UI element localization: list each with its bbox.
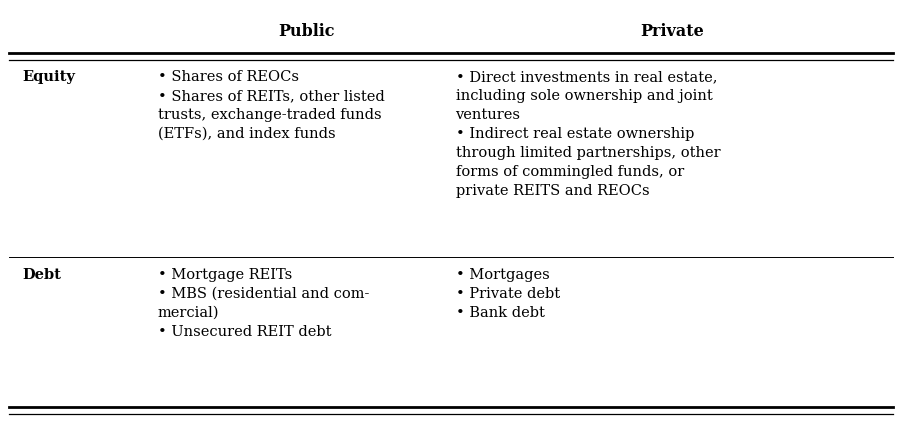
Text: Debt: Debt [23, 268, 61, 282]
Text: Equity: Equity [23, 70, 76, 84]
Text: Private: Private [640, 23, 704, 40]
Text: • Direct investments in real estate,
including sole ownership and joint
ventures: • Direct investments in real estate, inc… [456, 70, 720, 198]
Text: • Mortgages
• Private debt
• Bank debt: • Mortgages • Private debt • Bank debt [456, 268, 559, 320]
Text: • Shares of REOCs
• Shares of REITs, other listed
trusts, exchange-traded funds
: • Shares of REOCs • Shares of REITs, oth… [158, 70, 384, 141]
Text: Public: Public [279, 23, 335, 40]
Text: • Mortgage REITs
• MBS (residential and com-
mercial)
• Unsecured REIT debt: • Mortgage REITs • MBS (residential and … [158, 268, 369, 339]
